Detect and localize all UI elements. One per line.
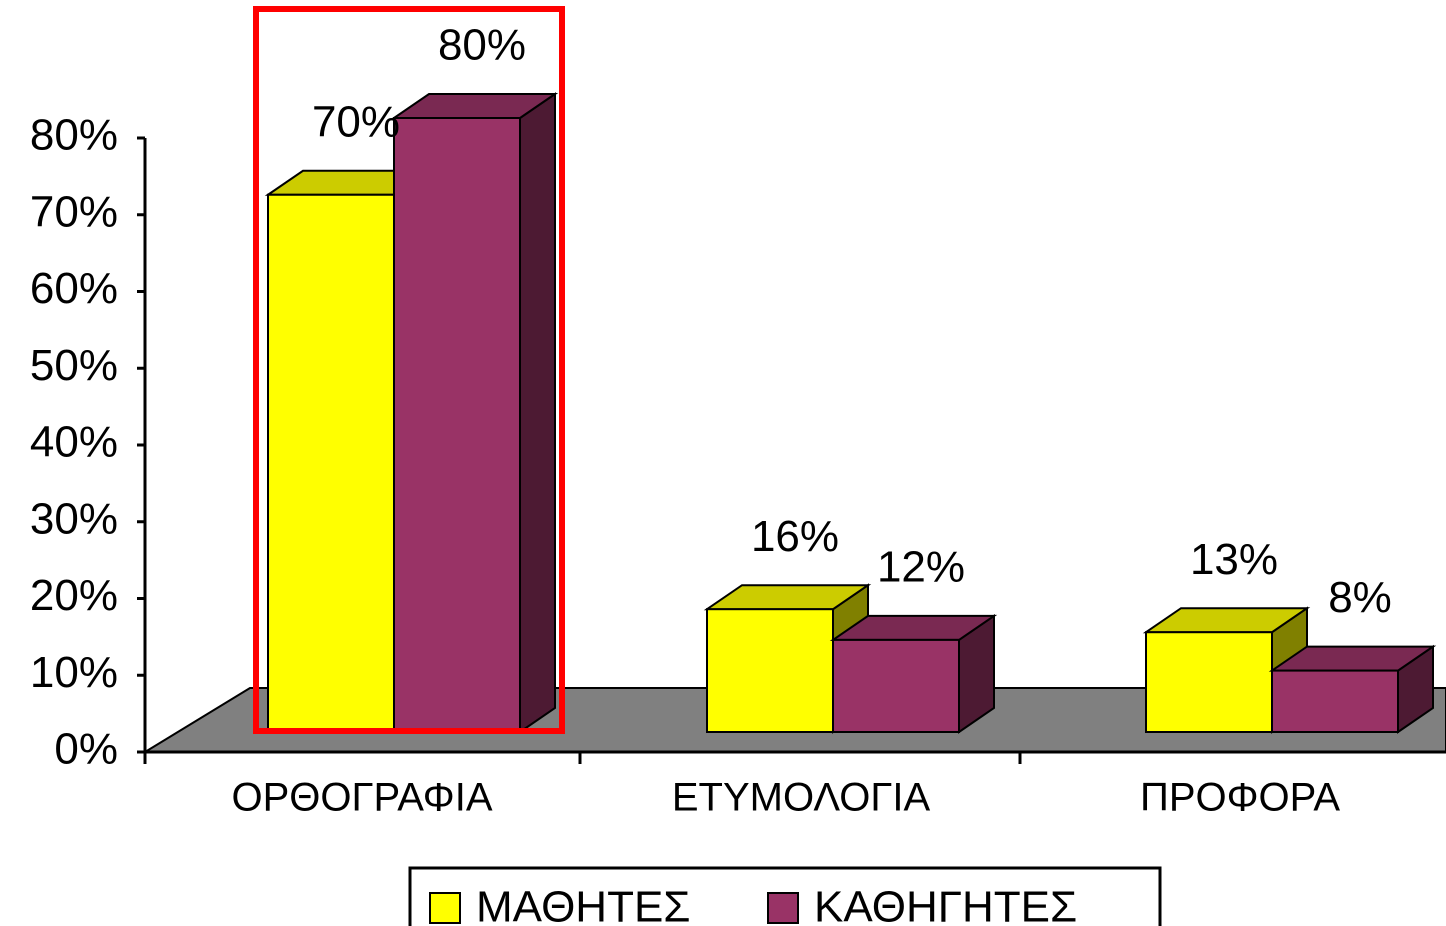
bar [703,583,872,734]
y-tick-label: 0% [54,725,118,774]
bar-side [519,92,556,734]
y-tick-label: 80% [30,111,118,160]
bar-front [1145,631,1273,733]
legend-swatch [767,892,799,924]
y-tick-label: 50% [30,341,118,390]
y-tick-label: 70% [30,187,118,236]
x-tick-label: ΕΤΥΜΟΛΟΓΙΑ [672,776,931,820]
y-tick-label: 40% [30,418,118,467]
bar [829,614,998,734]
y-tick-label: 10% [30,648,118,697]
bar-front [393,117,521,733]
bar-front [706,608,834,734]
bar [390,92,559,734]
value-label: 13% [1190,535,1278,584]
bar-front [1271,669,1399,733]
value-label: 70% [312,97,400,146]
bar-front [832,638,960,734]
x-tick-label: ΟΡΘΟΓΡΑΦΙΑ [232,776,493,820]
value-label: 12% [877,543,965,592]
legend-swatch [429,892,461,924]
y-tick-label: 20% [30,571,118,620]
bar [1268,644,1437,734]
x-tick-label: ΠΡΟΦΟΡΑ [1140,776,1340,820]
value-label: 16% [751,512,839,561]
value-label: 80% [438,21,526,70]
legend-items: ΜΑΘΗΤΕΣ ΚΑΘΗΓΗΤΕΣ [429,883,1077,926]
legend-label: ΜΑΘΗΤΕΣ [476,883,691,926]
bar-front [267,193,395,733]
legend-label: ΚΑΘΗΓΗΤΕΣ [814,883,1077,926]
y-tick-label: 30% [30,494,118,543]
bars [264,92,1437,734]
highlight [253,6,565,734]
y-tick-label: 60% [30,264,118,313]
value-label: 8% [1328,573,1392,622]
